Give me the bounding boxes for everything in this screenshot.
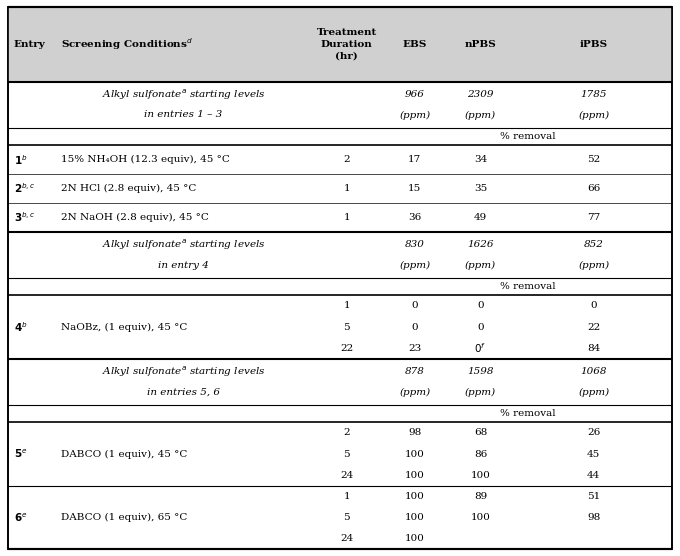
Text: 36: 36: [408, 213, 422, 222]
Text: Alkyl sulfonate$^a$ starting levels: Alkyl sulfonate$^a$ starting levels: [102, 365, 265, 379]
Text: EBS: EBS: [403, 39, 427, 49]
Text: 66: 66: [587, 184, 600, 193]
Text: 68: 68: [474, 429, 487, 438]
Text: 51: 51: [587, 492, 600, 501]
Text: 100: 100: [471, 513, 490, 522]
Text: 0: 0: [590, 301, 597, 310]
Text: (ppm): (ppm): [465, 111, 496, 120]
Text: 852: 852: [583, 240, 604, 249]
Text: 77: 77: [587, 213, 600, 222]
Text: 0: 0: [411, 322, 418, 331]
Text: 24: 24: [340, 471, 354, 480]
Text: Treatment
Duration
(hr): Treatment Duration (hr): [317, 28, 377, 61]
Text: (ppm): (ppm): [465, 261, 496, 270]
Text: 1: 1: [343, 301, 350, 310]
Text: 100: 100: [405, 471, 425, 480]
Text: Screening Conditions$^d$: Screening Conditions$^d$: [61, 36, 193, 52]
Text: 100: 100: [471, 471, 490, 480]
Text: Alkyl sulfonate$^a$ starting levels: Alkyl sulfonate$^a$ starting levels: [102, 87, 265, 102]
Text: 22: 22: [587, 322, 600, 331]
Text: iPBS: iPBS: [579, 39, 608, 49]
Text: $\mathbf{1}^b$: $\mathbf{1}^b$: [14, 153, 27, 167]
Text: % removal: % removal: [500, 132, 556, 141]
Text: 2N HCl (2.8 equiv), 45 °C: 2N HCl (2.8 equiv), 45 °C: [61, 184, 197, 193]
Text: 1785: 1785: [581, 90, 607, 99]
Text: 44: 44: [587, 471, 600, 480]
Text: 5: 5: [343, 513, 350, 522]
Text: 2: 2: [343, 429, 350, 438]
Text: 52: 52: [587, 155, 600, 164]
Text: $0^f$: $0^f$: [475, 341, 486, 355]
Text: $\mathbf{5}^e$: $\mathbf{5}^e$: [14, 448, 27, 460]
Text: (ppm): (ppm): [578, 261, 609, 270]
Text: 86: 86: [474, 450, 487, 459]
Text: 45: 45: [587, 450, 600, 459]
Text: (ppm): (ppm): [399, 261, 430, 270]
Text: 1: 1: [343, 492, 350, 501]
Text: 23: 23: [408, 344, 422, 353]
Text: 878: 878: [405, 368, 425, 376]
Text: 17: 17: [408, 155, 422, 164]
Text: $\mathbf{4}^b$: $\mathbf{4}^b$: [14, 320, 27, 334]
Text: 1: 1: [343, 213, 350, 222]
Text: % removal: % removal: [500, 409, 556, 418]
Text: 0: 0: [411, 301, 418, 310]
Text: 84: 84: [587, 344, 600, 353]
Text: 35: 35: [474, 184, 487, 193]
Text: 98: 98: [408, 429, 422, 438]
Text: 49: 49: [474, 213, 487, 222]
Text: NaOBz, (1 equiv), 45 °C: NaOBz, (1 equiv), 45 °C: [61, 322, 188, 331]
Text: 0: 0: [477, 322, 483, 331]
Text: 100: 100: [405, 534, 425, 543]
Text: 89: 89: [474, 492, 487, 501]
Text: in entries 5, 6: in entries 5, 6: [147, 388, 220, 396]
Text: Entry: Entry: [14, 39, 46, 49]
Text: 5: 5: [343, 450, 350, 459]
Text: 100: 100: [405, 492, 425, 501]
Text: 100: 100: [405, 513, 425, 522]
Bar: [8, 7, 672, 82]
Text: 100: 100: [405, 450, 425, 459]
Text: in entry 4: in entry 4: [158, 261, 209, 270]
Text: $\mathbf{3}^{b,c}$: $\mathbf{3}^{b,c}$: [14, 211, 35, 224]
Text: 15% NH₄OH (12.3 equiv), 45 °C: 15% NH₄OH (12.3 equiv), 45 °C: [61, 155, 230, 164]
Text: 1598: 1598: [467, 368, 494, 376]
Text: 26: 26: [587, 429, 600, 438]
Text: (ppm): (ppm): [578, 111, 609, 120]
Text: DABCO (1 equiv), 65 °C: DABCO (1 equiv), 65 °C: [61, 513, 188, 522]
Text: (ppm): (ppm): [399, 111, 430, 120]
Text: 5: 5: [343, 322, 350, 331]
Text: (ppm): (ppm): [578, 388, 609, 396]
Text: 1068: 1068: [581, 368, 607, 376]
Text: (ppm): (ppm): [465, 388, 496, 396]
Text: 2N NaOH (2.8 equiv), 45 °C: 2N NaOH (2.8 equiv), 45 °C: [61, 213, 209, 222]
Text: 0: 0: [477, 301, 483, 310]
Text: 2: 2: [343, 155, 350, 164]
Text: 2309: 2309: [467, 90, 494, 99]
Text: 24: 24: [340, 534, 354, 543]
Text: 830: 830: [405, 240, 425, 249]
Text: DABCO (1 equiv), 45 °C: DABCO (1 equiv), 45 °C: [61, 449, 188, 459]
Text: $\mathbf{2}^{b,c}$: $\mathbf{2}^{b,c}$: [14, 182, 35, 195]
Text: 34: 34: [474, 155, 487, 164]
Text: 1: 1: [343, 184, 350, 193]
Text: Alkyl sulfonate$^a$ starting levels: Alkyl sulfonate$^a$ starting levels: [102, 237, 265, 252]
Text: $\mathbf{6}^e$: $\mathbf{6}^e$: [14, 512, 27, 524]
Text: 1626: 1626: [467, 240, 494, 249]
Text: 966: 966: [405, 90, 425, 99]
Text: 22: 22: [340, 344, 354, 353]
Text: nPBS: nPBS: [464, 39, 496, 49]
Text: 98: 98: [587, 513, 600, 522]
Text: 15: 15: [408, 184, 422, 193]
Text: (ppm): (ppm): [399, 388, 430, 396]
Text: % removal: % removal: [500, 282, 556, 291]
Text: in entries 1 – 3: in entries 1 – 3: [144, 111, 223, 120]
